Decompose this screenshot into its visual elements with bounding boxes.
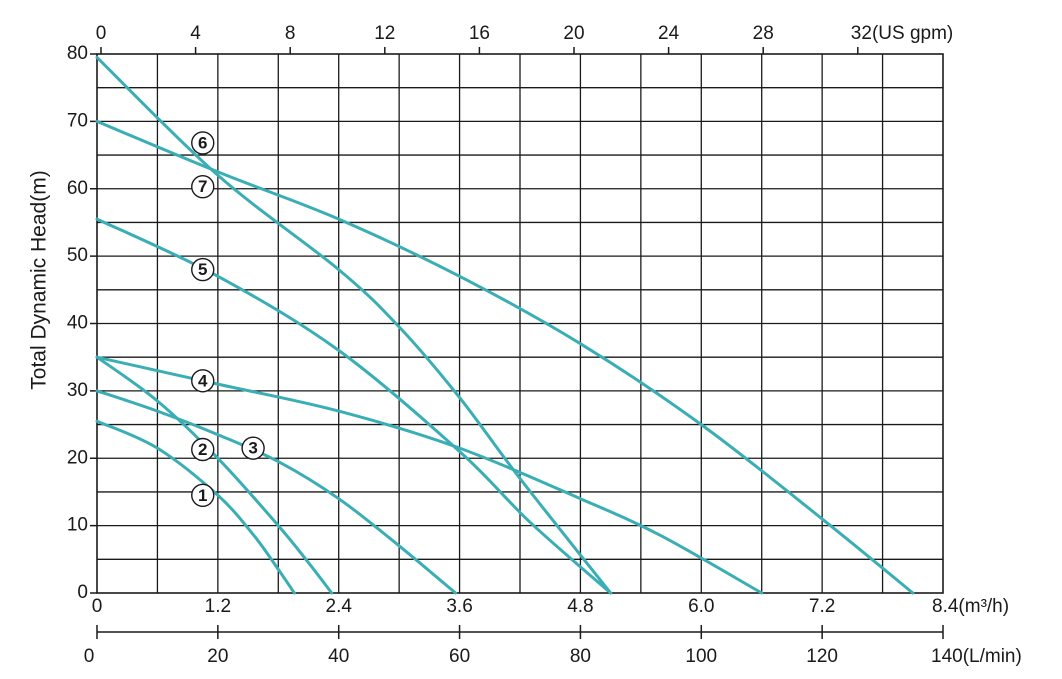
x-tick-label-lmin: 20 <box>207 646 228 667</box>
curve-label-number: 7 <box>198 177 207 196</box>
curve-label-1: 1 <box>191 483 215 508</box>
curve-6 <box>95 55 613 595</box>
x-tick-label-lmin: 100 <box>685 646 717 667</box>
curve-label-number: 3 <box>248 439 257 458</box>
grid <box>97 54 943 593</box>
curve-label-circle <box>191 437 215 462</box>
curve-label-number: 4 <box>198 371 208 390</box>
curve-label-number: 6 <box>198 133 207 152</box>
x-tick-label-lmin: 80 <box>570 646 591 667</box>
x-tick-label-m3h: 1.2 <box>205 596 231 617</box>
x-tick-label-usgpm: 4 <box>190 23 201 44</box>
x-tick-label-usgpm: 8 <box>285 23 296 44</box>
y-tick-label: 80 <box>67 43 88 64</box>
x-tick-label-usgpm: 12 <box>374 23 395 44</box>
curve-7 <box>95 119 915 595</box>
series-labels: 1 2 3 4 5 6 7 <box>191 131 265 508</box>
curve-label-3: 3 <box>241 436 265 460</box>
y-axis-label: Total Dynamic Head(m) <box>28 170 51 389</box>
x-tick-label-m3h: 7.2 <box>809 596 835 617</box>
y-tick-label: 40 <box>67 313 88 334</box>
curve-label-4: 4 <box>191 369 215 393</box>
curve-2 <box>95 355 334 595</box>
x-tick-label-m3h: 4.8 <box>567 596 593 617</box>
curve-label-circle <box>191 175 215 199</box>
curve-3 <box>95 389 457 595</box>
x-tick-label-usgpm: 0 <box>96 23 107 44</box>
x-tick-label-lmin: 140(L/min) <box>931 646 1022 667</box>
y-axis-ticks: 0 10 20 30 40 50 60 70 80 <box>67 43 97 603</box>
y-tick-label: 50 <box>67 245 88 266</box>
curve-1 <box>95 419 296 595</box>
x-tick-label-m3h: 3.6 <box>446 596 472 617</box>
x-axis-lmin: 0 20 40 60 80 100 120 140(L/min) <box>84 625 1022 667</box>
x-tick-label-usgpm: 32(US gpm) <box>851 23 953 44</box>
curve-label-circle <box>191 369 215 393</box>
y-tick-label: 20 <box>67 447 88 468</box>
curve-label-7: 7 <box>191 175 215 199</box>
curve-label-2: 2 <box>191 437 215 462</box>
x-axis-usgpm: 0 4 8 12 16 20 24 28 32(US gpm) <box>96 23 953 54</box>
curve-label-5: 5 <box>191 257 215 282</box>
x-tick-label-usgpm: 16 <box>469 23 490 44</box>
x-tick-label-lmin: 120 <box>806 646 838 667</box>
curve-label-circle <box>191 483 215 508</box>
curve-label-circle <box>191 131 215 155</box>
x-tick-label-m3h: 2.4 <box>326 596 353 617</box>
y-tick-label: 10 <box>67 515 88 536</box>
x-tick-label-lmin: 0 <box>84 646 95 667</box>
series-curves <box>95 55 915 595</box>
x-tick-label-m3h: 8.4(m³/h) <box>932 596 1009 617</box>
curve-label-circle <box>191 257 215 282</box>
x-tick-label-usgpm: 28 <box>753 23 774 44</box>
x-tick-label-usgpm: 20 <box>563 23 584 44</box>
y-tick-label: 30 <box>67 380 88 401</box>
x-tick-label-lmin: 40 <box>328 646 349 667</box>
x-tick-label-m3h: 0 <box>92 596 103 617</box>
y-tick-label: 60 <box>67 178 88 199</box>
x-unit-lmin: (L/min) <box>963 646 1022 667</box>
curve-label-number: 2 <box>198 440 207 459</box>
x-tick-label-m3h: 6.0 <box>688 596 714 617</box>
curve-label-circle <box>241 436 265 460</box>
curve-label-number: 5 <box>198 260 207 279</box>
y-tick-label: 0 <box>77 582 88 603</box>
x-unit-m3h: (m³/h) <box>958 596 1009 617</box>
x-unit-usgpm: (US gpm) <box>872 23 953 44</box>
x-tick-label-lmin: 60 <box>449 646 470 667</box>
x-axis-m3h: 0 1.2 2.4 3.6 4.8 6.0 7.2 8.4(m³/h) <box>92 596 1009 617</box>
curve-label-6: 6 <box>191 131 215 155</box>
curve-label-number: 1 <box>198 486 207 505</box>
x-tick-label-usgpm: 24 <box>658 23 680 44</box>
y-tick-label: 70 <box>67 110 88 131</box>
